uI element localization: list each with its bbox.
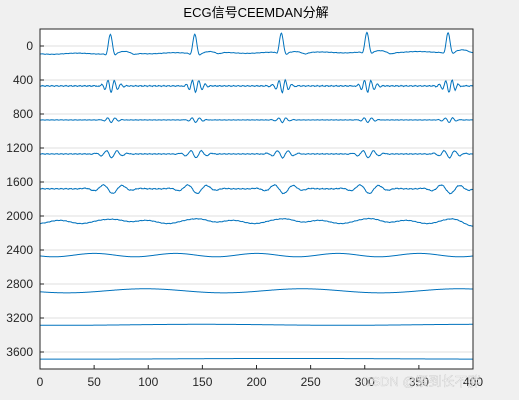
x-tick-label: 350 bbox=[409, 375, 429, 389]
x-tick-label: 50 bbox=[87, 375, 101, 389]
signal-series-line bbox=[39, 217, 474, 227]
y-tick-label: 1200 bbox=[6, 141, 33, 155]
y-tick-label: 400 bbox=[13, 73, 33, 87]
signal-series-line bbox=[39, 252, 474, 258]
signal-series-line bbox=[39, 288, 474, 294]
watermark-text: CSDN @紧到长不胖 bbox=[362, 374, 481, 389]
x-tick-label: 200 bbox=[246, 375, 266, 389]
x-tick-label: 250 bbox=[301, 375, 321, 389]
signal-series-line bbox=[39, 78, 474, 94]
y-tick-label: 3200 bbox=[6, 311, 33, 325]
signal-series-line bbox=[39, 149, 474, 159]
y-tick-label: 2000 bbox=[6, 209, 33, 223]
y-tick-label: 0 bbox=[26, 39, 33, 53]
signal-series-line bbox=[39, 31, 474, 56]
y-tick-label: 800 bbox=[13, 107, 33, 121]
y-tick-label: 3600 bbox=[6, 345, 33, 359]
x-tick-label: 400 bbox=[463, 375, 483, 389]
grid-lines bbox=[40, 45, 473, 353]
signal-series-line bbox=[39, 117, 474, 124]
y-tick-label: 2400 bbox=[6, 243, 33, 257]
tick-labels: 0 50 100 150 200 250 300 350 400 0 400 800 1200 1600 2… bbox=[6, 39, 483, 389]
signal-series-line bbox=[39, 183, 474, 195]
x-tick-label: 150 bbox=[192, 375, 212, 389]
signal-series-line bbox=[39, 323, 473, 326]
x-tick-label: 100 bbox=[138, 375, 158, 389]
y-tick-label: 1600 bbox=[6, 175, 33, 189]
x-tick-label: 0 bbox=[37, 375, 44, 389]
y-tick-label: 2800 bbox=[6, 277, 33, 291]
signal-series-group bbox=[39, 31, 474, 360]
signal-series-line bbox=[40, 357, 473, 360]
chart-title: ECG信号CEEMDAN分解 bbox=[183, 5, 328, 20]
x-tick-label: 300 bbox=[355, 375, 375, 389]
